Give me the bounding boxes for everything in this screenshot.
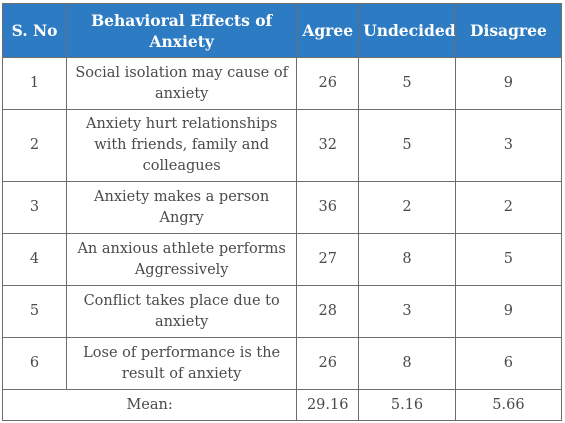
cell-agree: 26 bbox=[296, 57, 360, 110]
table-row: 6 Lose of performance is the result of a… bbox=[1, 337, 563, 390]
cell-sno: 6 bbox=[1, 337, 68, 390]
cell-effect: An anxious athlete performs Aggressively bbox=[66, 233, 298, 286]
table-header-row: S. No Behavioral Effects of Anxiety Agre… bbox=[1, 3, 563, 58]
table-row: 2 Anxiety hurt relationships with friend… bbox=[1, 109, 563, 182]
cell-agree: 32 bbox=[296, 109, 360, 182]
mean-label: Mean: bbox=[1, 389, 298, 421]
header-agree: Agree bbox=[296, 3, 360, 58]
cell-undecided: 5 bbox=[358, 57, 456, 110]
behavioral-effects-table: S. No Behavioral Effects of Anxiety Agre… bbox=[1, 3, 563, 421]
header-disagree: Disagree bbox=[454, 3, 563, 58]
cell-disagree: 9 bbox=[454, 285, 563, 338]
cell-effect: Lose of performance is the result of anx… bbox=[66, 337, 298, 390]
cell-agree: 27 bbox=[296, 233, 360, 286]
header-sno: S. No bbox=[1, 3, 68, 58]
cell-undecided: 3 bbox=[358, 285, 456, 338]
cell-agree: 26 bbox=[296, 337, 360, 390]
mean-disagree: 5.66 bbox=[454, 389, 563, 421]
cell-disagree: 9 bbox=[454, 57, 563, 110]
table-row: 4 An anxious athlete performs Aggressive… bbox=[1, 233, 563, 286]
table-row: 5 Conflict takes place due to anxiety 28… bbox=[1, 285, 563, 338]
table-row: 1 Social isolation may cause of anxiety … bbox=[1, 57, 563, 110]
cell-sno: 3 bbox=[1, 181, 68, 234]
cell-agree: 36 bbox=[296, 181, 360, 234]
cell-undecided: 8 bbox=[358, 233, 456, 286]
cell-disagree: 2 bbox=[454, 181, 563, 234]
mean-agree: 29.16 bbox=[296, 389, 360, 421]
mean-row: Mean: 29.16 5.16 5.66 bbox=[1, 389, 563, 421]
cell-effect: Anxiety makes a person Angry bbox=[66, 181, 298, 234]
header-undecided: Undecided bbox=[358, 3, 456, 58]
header-behavioral-effects: Behavioral Effects of Anxiety bbox=[66, 3, 298, 58]
cell-disagree: 6 bbox=[454, 337, 563, 390]
cell-disagree: 5 bbox=[454, 233, 563, 286]
table-row: 3 Anxiety makes a person Angry 36 2 2 bbox=[1, 181, 563, 234]
cell-effect: Anxiety hurt relationships with friends,… bbox=[66, 109, 298, 182]
cell-sno: 2 bbox=[1, 109, 68, 182]
cell-sno: 5 bbox=[1, 285, 68, 338]
cell-undecided: 8 bbox=[358, 337, 456, 390]
cell-sno: 4 bbox=[1, 233, 68, 286]
cell-sno: 1 bbox=[1, 57, 68, 110]
cell-agree: 28 bbox=[296, 285, 360, 338]
cell-effect: Conflict takes place due to anxiety bbox=[66, 285, 298, 338]
mean-undecided: 5.16 bbox=[358, 389, 456, 421]
cell-undecided: 5 bbox=[358, 109, 456, 182]
cell-undecided: 2 bbox=[358, 181, 456, 234]
cell-effect: Social isolation may cause of anxiety bbox=[66, 57, 298, 110]
cell-disagree: 3 bbox=[454, 109, 563, 182]
